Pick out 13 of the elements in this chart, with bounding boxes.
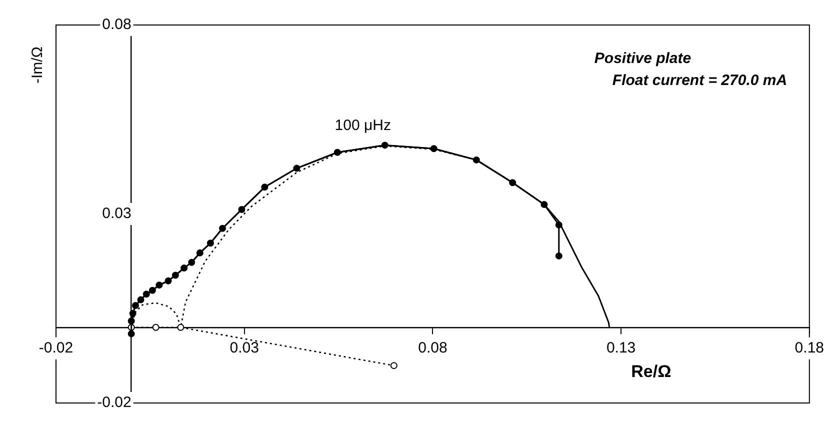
x-tick-label: 0.03 xyxy=(230,340,259,357)
x-tick-label: 0.13 xyxy=(606,340,636,357)
annotation: Positive plate xyxy=(594,50,692,68)
x-tick-label: 0.08 xyxy=(418,340,448,357)
annotation: 100 μHz xyxy=(334,116,391,134)
x-tick-label: -0.02 xyxy=(38,340,74,357)
x-tick-label: 0.18 xyxy=(794,340,824,357)
x-axis-title: Re/Ω xyxy=(631,362,672,382)
annotation: Float current = 270.0 mA xyxy=(612,72,788,90)
y-tick-label: 0.03 xyxy=(102,205,132,222)
y-tick-label: -0.02 xyxy=(97,394,132,412)
y-axis-title: -Im/Ω xyxy=(29,46,46,84)
y-tick-label: 0.08 xyxy=(102,16,132,34)
